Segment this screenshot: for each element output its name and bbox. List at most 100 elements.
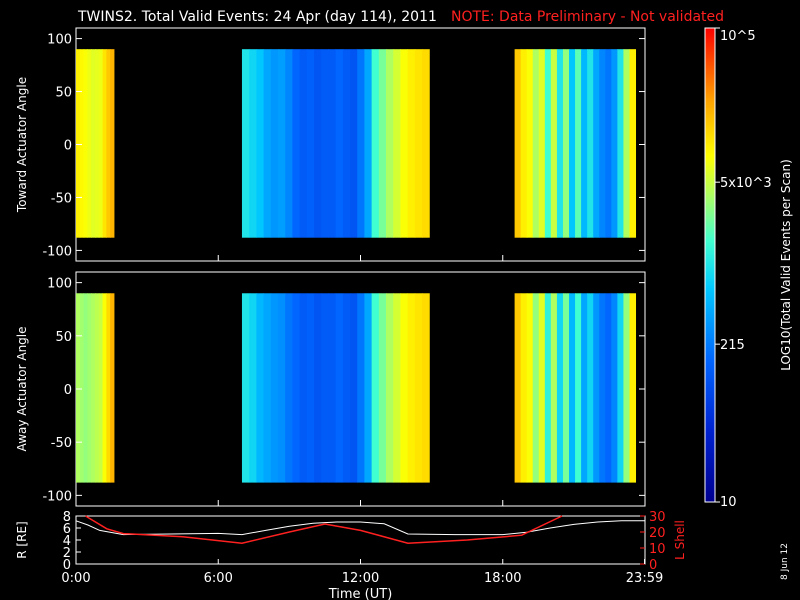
heatmap-cell [306,293,315,483]
heatmap-cell [599,49,606,238]
heatmap-cell [422,49,430,238]
heatmap-cell [328,49,337,238]
heatmap-cell [364,293,373,483]
y-axis-label: Toward Actuator Angle [15,77,29,213]
heatmap-cell [98,49,104,238]
x-tick-label: 6:00 [204,571,233,586]
x-tick-label: 18:00 [484,571,521,586]
heatmap-cell [110,49,115,238]
heatmap-cell [593,293,600,483]
heatmap-cell [526,293,534,483]
heatmap-cell [292,49,301,238]
heatmap-cell [532,49,540,238]
heatmap-cell [562,49,570,238]
right-tick-label: 0 [649,558,657,573]
y-tick-label: -50 [51,191,72,206]
heatmap-cell [335,49,344,238]
left-tick-label: 4 [63,534,71,549]
y-tick-label: 100 [47,277,72,292]
heatmap-cell [357,49,365,238]
left-axis-label: R [RE] [15,521,29,558]
heatmap-cell [393,293,401,483]
heatmap-cell [270,49,279,238]
heatmap-cell [587,49,594,238]
heatmap-cell [79,293,85,483]
heatmap-cell [544,293,552,483]
heatmap-cell [532,293,540,483]
heatmap-cell [256,293,265,483]
heatmap-cell [357,293,365,483]
heatmap-cell [400,49,409,238]
heatmap-cell [241,293,250,483]
heatmap-cell [378,293,387,483]
colorbar-tick-label: 215 [720,338,745,353]
heatmap-cell [98,293,104,483]
heatmap-cell [350,293,358,483]
heatmap-cell [393,49,401,238]
heatmap-cell [562,293,570,483]
heatmap-cell [263,49,272,238]
y-tick-label: 100 [47,33,72,48]
heatmap-cell [249,49,257,238]
heatmap-cell [569,49,576,238]
heatmap-cell [623,293,630,483]
heatmap-cell [371,49,380,238]
heatmap-cell [575,293,582,483]
colorbar-gradient [704,27,716,503]
heatmap-cell [617,49,624,238]
heatmap-cell [342,293,351,483]
heatmap-cell [285,49,293,238]
heatmap-cell [605,49,612,238]
left-tick-label: 2 [63,546,71,561]
heatmap-cell [414,293,423,483]
heatmap-cell [277,293,286,483]
heatmap-cell [299,293,308,483]
heatmap-cell [407,49,416,238]
y-tick-label: -100 [42,244,72,259]
heatmap-cell [335,293,344,483]
right-tick-label: 30 [649,510,666,525]
x-tick-label: 0:00 [61,571,90,586]
heatmap-cell [364,49,373,238]
heatmap-cell [76,49,81,238]
heatmap-cell [581,293,588,483]
left-tick-label: 6 [63,522,71,537]
right-axis-label: L Shell [673,520,687,560]
heatmap-cell [321,293,329,483]
heatmap-cell [378,49,387,238]
heatmap-cell [587,293,594,483]
lshell-series-line [85,515,563,544]
heatmap-cell [91,49,96,238]
heatmap-cell [263,293,272,483]
heatmap-cell [94,49,100,238]
y-tick-label: 50 [55,330,72,345]
heatmap-cell [599,293,606,483]
heatmap-cell [328,293,337,483]
heatmap-cell [106,49,111,238]
heatmap-cell [520,293,528,483]
heatmap-cell [550,293,558,483]
heatmap-cell [76,293,81,483]
heatmap-cell [256,49,265,238]
x-axis-label: Time (UT) [328,587,393,600]
heatmap-cell [617,293,624,483]
heatmap-cell [306,49,315,238]
heatmap-cell [575,49,582,238]
heatmap-cell [342,49,351,238]
heatmap-cell [593,49,600,238]
heatmap-cell [285,293,293,483]
left-tick-label: 8 [63,510,71,525]
heatmap-cell [321,49,329,238]
left-tick-label: 0 [63,558,71,573]
heatmap-cell [611,49,618,238]
heatmap-cell [87,49,92,238]
heatmap-cell [550,49,558,238]
heatmap-cell [350,49,358,238]
heatmap-cell [386,49,394,238]
heatmap-cell [544,49,552,238]
heatmap-cell [292,293,301,483]
heatmap-cell [313,49,322,238]
y-tick-label: -100 [42,489,72,504]
heatmap-cell [556,49,564,238]
